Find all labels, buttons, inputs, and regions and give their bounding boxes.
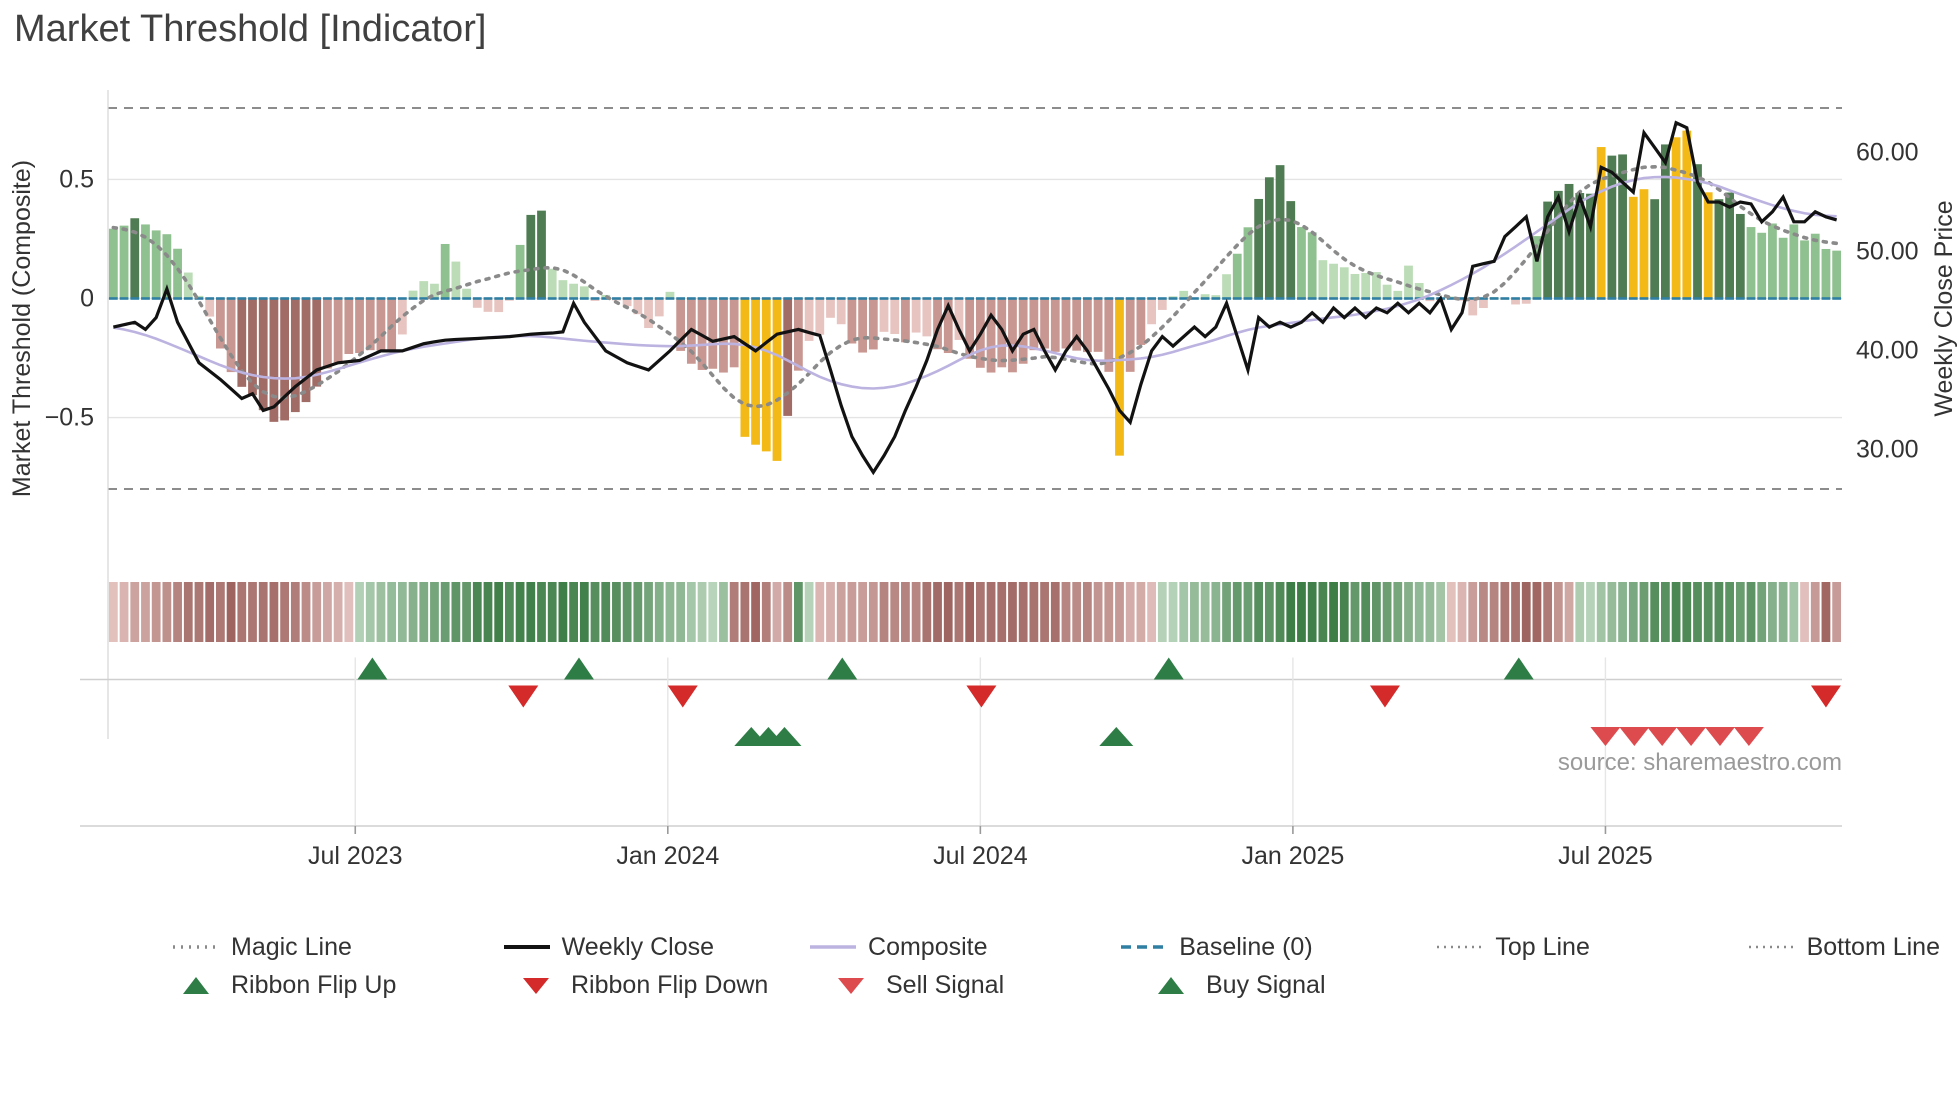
svg-text:60.00: 60.00 [1856, 139, 1919, 167]
svg-text:−0.5: −0.5 [45, 404, 94, 432]
svg-text:0: 0 [80, 285, 94, 313]
svg-text:Jul 2024: Jul 2024 [933, 842, 1028, 870]
svg-text:Market Threshold (Composite): Market Threshold (Composite) [8, 160, 36, 497]
svg-text:30.00: 30.00 [1856, 435, 1919, 463]
svg-text:source: sharemaestro.com: source: sharemaestro.com [1558, 749, 1842, 776]
svg-text:0.5: 0.5 [59, 165, 94, 193]
svg-text:Jul 2023: Jul 2023 [308, 842, 403, 870]
svg-text:Jul 2025: Jul 2025 [1558, 842, 1653, 870]
svg-text:Jan 2024: Jan 2024 [616, 842, 719, 870]
svg-text:50.00: 50.00 [1856, 237, 1919, 265]
svg-text:40.00: 40.00 [1856, 336, 1919, 364]
svg-text:Jan 2025: Jan 2025 [1241, 842, 1344, 870]
svg-text:Weekly Close Price: Weekly Close Price [1930, 200, 1958, 416]
